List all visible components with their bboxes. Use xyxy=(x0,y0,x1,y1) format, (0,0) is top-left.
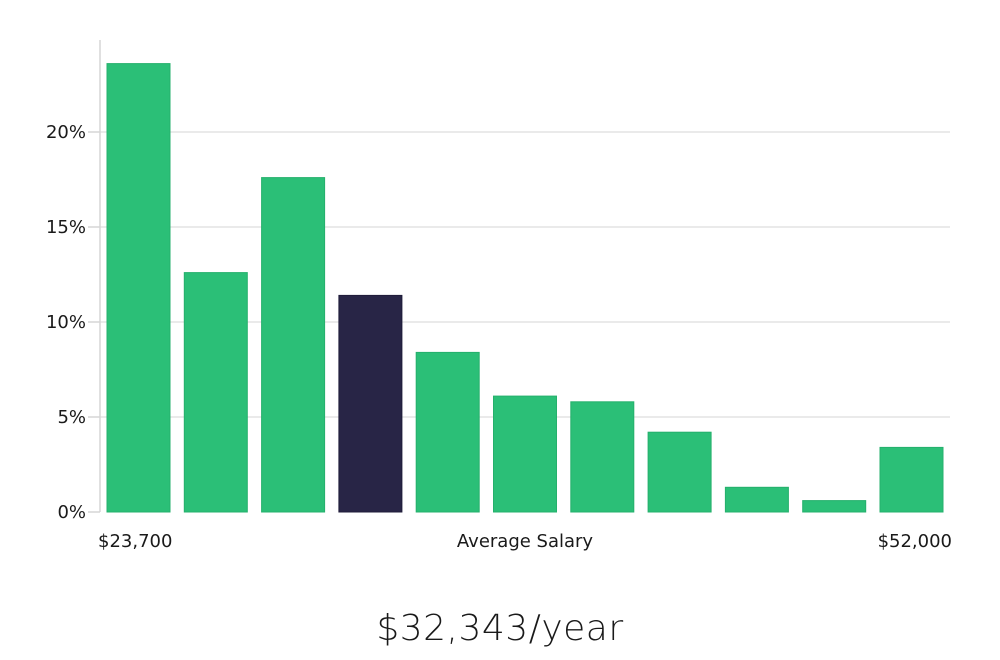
y-tick-label: 5% xyxy=(57,407,86,428)
y-tick-label: 20% xyxy=(46,122,86,143)
salary-histogram-chart: 0% 5% 10% 15% 20% $23,700 Average Salary $52… xyxy=(46,40,952,552)
y-tick-label: 0% xyxy=(57,502,86,523)
average-salary-figure: $32,343/year xyxy=(376,608,624,649)
bar xyxy=(183,272,248,513)
bar xyxy=(493,395,557,513)
bars xyxy=(106,63,944,513)
bar xyxy=(802,500,867,513)
y-tick-labels: 0% 5% 10% 15% 20% xyxy=(46,122,100,523)
y-tick-label: 15% xyxy=(46,217,86,238)
bar xyxy=(724,486,789,513)
x-axis-title: Average Salary xyxy=(457,531,594,552)
bar xyxy=(415,351,480,513)
bar xyxy=(879,446,944,513)
y-tick-label: 10% xyxy=(46,312,86,333)
bar xyxy=(261,177,326,513)
bar xyxy=(570,401,635,513)
x-start-label: $23,700 xyxy=(98,531,172,552)
bar xyxy=(106,63,171,513)
x-end-label: $52,000 xyxy=(878,531,952,552)
bar-highlighted xyxy=(338,294,403,513)
bar xyxy=(647,431,712,513)
